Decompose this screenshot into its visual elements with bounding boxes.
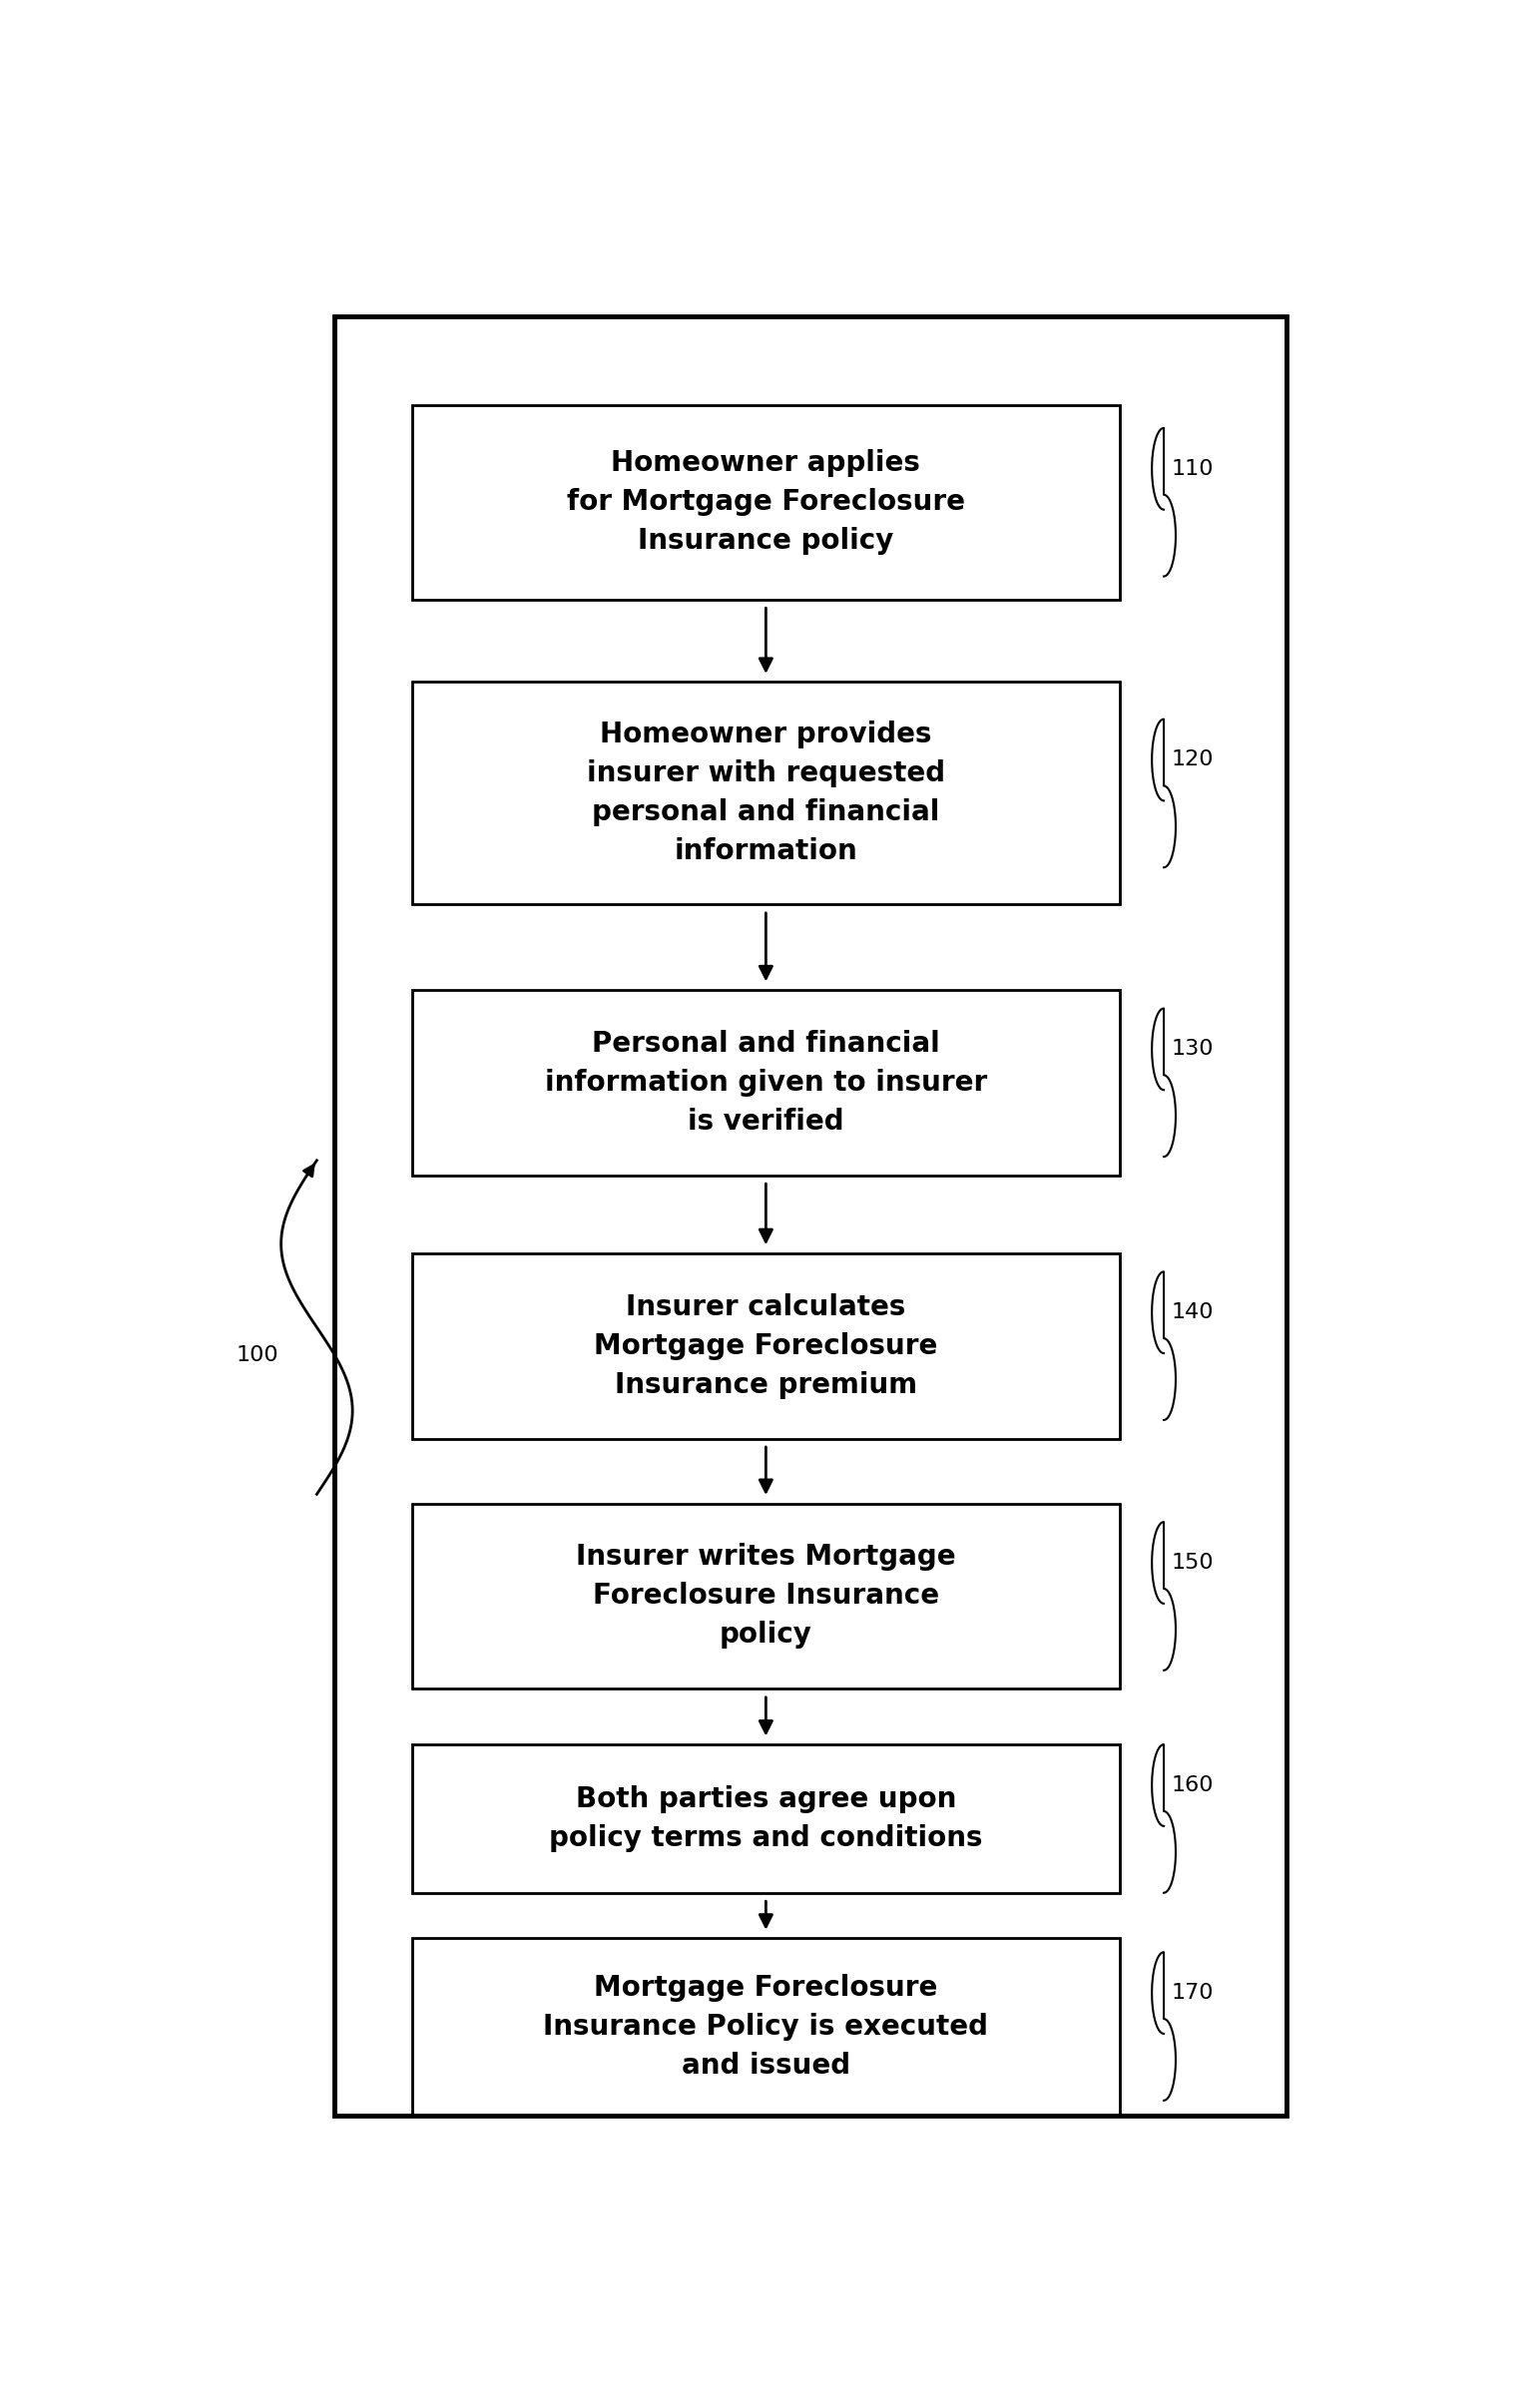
Text: 170: 170 xyxy=(1171,1982,1213,2003)
Text: Mortgage Foreclosure
Insurance Policy is executed
and issued: Mortgage Foreclosure Insurance Policy is… xyxy=(543,1975,989,2078)
Text: 150: 150 xyxy=(1171,1553,1214,1572)
Text: 110: 110 xyxy=(1171,460,1213,479)
FancyBboxPatch shape xyxy=(411,1743,1121,1893)
Text: 130: 130 xyxy=(1171,1040,1213,1060)
FancyBboxPatch shape xyxy=(335,318,1286,2114)
Text: Homeowner applies
for Mortgage Foreclosure
Insurance policy: Homeowner applies for Mortgage Foreclosu… xyxy=(566,450,966,556)
FancyBboxPatch shape xyxy=(411,1503,1121,1688)
Text: Both parties agree upon
policy terms and conditions: Both parties agree upon policy terms and… xyxy=(550,1784,982,1852)
Text: 120: 120 xyxy=(1171,749,1213,771)
FancyBboxPatch shape xyxy=(411,990,1121,1175)
FancyBboxPatch shape xyxy=(411,405,1121,600)
Text: Personal and financial
information given to insurer
is verified: Personal and financial information given… xyxy=(545,1031,987,1137)
FancyBboxPatch shape xyxy=(411,1252,1121,1438)
Text: 140: 140 xyxy=(1171,1303,1213,1322)
Text: 160: 160 xyxy=(1171,1775,1213,1796)
FancyBboxPatch shape xyxy=(411,681,1121,905)
Text: 100: 100 xyxy=(236,1346,278,1365)
Text: Insurer calculates
Mortgage Foreclosure
Insurance premium: Insurer calculates Mortgage Foreclosure … xyxy=(594,1293,938,1399)
FancyBboxPatch shape xyxy=(411,1938,1121,2114)
Text: Homeowner provides
insurer with requested
personal and financial
information: Homeowner provides insurer with requeste… xyxy=(586,720,946,864)
Text: Insurer writes Mortgage
Foreclosure Insurance
policy: Insurer writes Mortgage Foreclosure Insu… xyxy=(576,1544,956,1649)
